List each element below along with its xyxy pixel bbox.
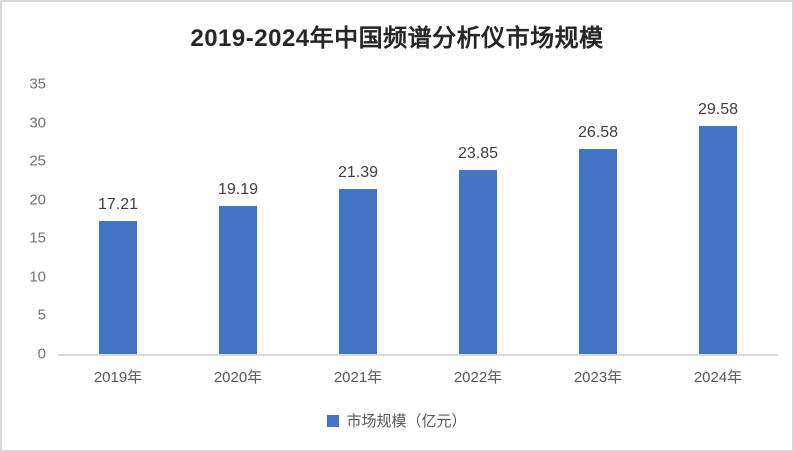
bar-value-label: 29.58 xyxy=(697,100,739,118)
bar-value-label: 17.21 xyxy=(97,196,139,214)
x-tick-label: 2024年 xyxy=(693,369,743,386)
bar-column: 19.19 xyxy=(178,84,298,354)
y-tick-label: 0 xyxy=(37,345,46,363)
bar-value-label: 26.58 xyxy=(577,123,619,141)
x-tick-label: 2023年 xyxy=(573,369,623,386)
legend-label: 市场规模（亿元） xyxy=(346,413,467,430)
bar-value-label: 21.39 xyxy=(337,164,379,181)
bar-column: 29.58 xyxy=(658,84,778,354)
bar xyxy=(219,205,257,354)
bar-column: 26.58 xyxy=(538,84,658,354)
y-tick-label: 30 xyxy=(29,114,46,132)
bar xyxy=(459,170,497,354)
bar-value-label: 23.85 xyxy=(457,145,499,163)
y-tick-label: 10 xyxy=(29,268,46,286)
y-axis: 0 5 10 15 20 25 30 35 xyxy=(2,76,48,363)
bar xyxy=(579,148,617,354)
plot-area: 17.21 19.19 21.39 23.85 26.58 29.58 xyxy=(58,84,778,356)
x-tick-label: 2020年 xyxy=(213,369,263,386)
bar xyxy=(339,189,377,354)
bar-column: 21.39 xyxy=(298,84,418,354)
y-tick-label: 15 xyxy=(29,229,46,247)
x-tick-label: 2021年 xyxy=(333,369,383,386)
x-tick-label: 2019年 xyxy=(93,369,143,386)
bar-column: 17.21 xyxy=(58,84,178,354)
chart-title: 2019-2024年中国频谱分析仪市场规模 xyxy=(190,25,604,52)
legend: 市场规模（亿元） xyxy=(2,410,792,431)
y-tick-label: 5 xyxy=(37,306,46,324)
bar xyxy=(699,125,737,354)
y-tick-label: 35 xyxy=(29,75,46,93)
y-tick-label: 20 xyxy=(29,191,46,209)
legend-marker-icon xyxy=(327,414,340,427)
y-tick-label: 25 xyxy=(29,152,46,170)
bar-value-label: 19.19 xyxy=(217,180,259,198)
bar-column: 23.85 xyxy=(418,84,538,354)
bar xyxy=(99,221,137,354)
x-axis: 2019年 2020年 2021年 2022年 2023年 2024年 xyxy=(58,366,778,387)
x-tick-label: 2022年 xyxy=(453,369,503,386)
